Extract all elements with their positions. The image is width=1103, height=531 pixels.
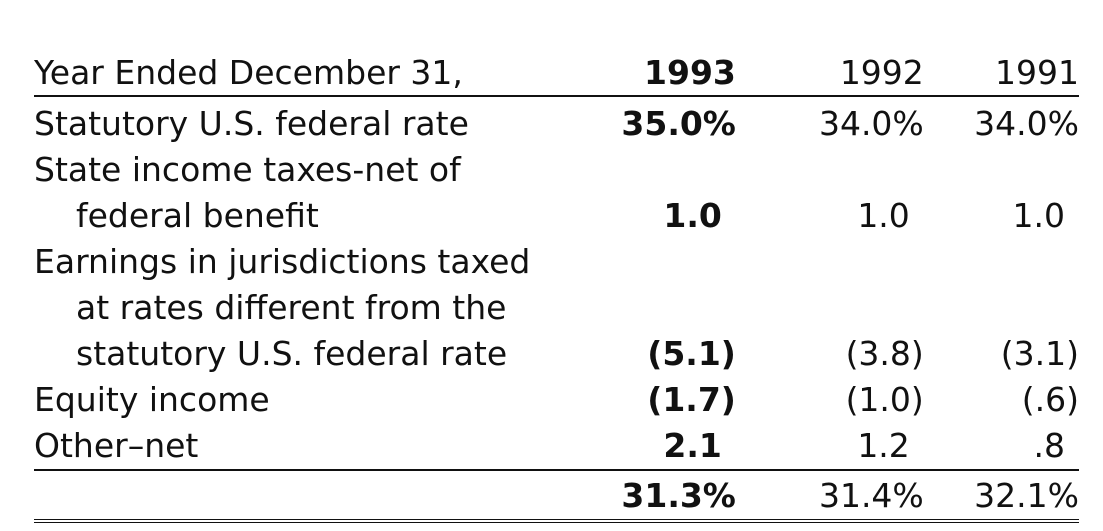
cell-1991: (3.1)	[1000, 334, 1079, 373]
row-label: Other–net	[34, 426, 199, 465]
header-year-1991: 1991	[923, 47, 1079, 97]
cell-1993: 2.1	[663, 426, 722, 465]
cell-1991	[924, 147, 1079, 193]
cell-1992: (3.8)	[845, 334, 924, 373]
table-row: federal benefit 1.0 1.0 1.0	[34, 193, 1079, 239]
table-row: Earnings in jurisdictions taxed	[34, 239, 1079, 285]
total-1992: 31.4%	[735, 469, 924, 523]
total-1993: 31.3%	[578, 469, 736, 523]
cell-1993	[578, 239, 736, 285]
row-label: federal benefit	[76, 196, 319, 235]
row-label: at rates different from the	[76, 288, 507, 327]
header-year-1992: 1992	[735, 47, 924, 97]
cell-1993: (1.7)	[647, 380, 736, 419]
cell-1991	[924, 239, 1079, 285]
total-row: 31.3% 31.4% 32.1%	[34, 469, 1079, 523]
cell-1993: (5.1)	[647, 334, 736, 373]
cell-1992	[736, 285, 924, 331]
table-row: Statutory U.S. federal rate 35.0% 34.0% …	[34, 96, 1079, 147]
row-label: State income taxes-net of	[34, 150, 461, 189]
table-row: Other–net 2.1 1.2 .8	[34, 423, 1079, 470]
table-row: at rates different from the	[34, 285, 1079, 331]
cell-1992: 34.0%	[818, 104, 924, 143]
cell-1991: 1.0	[1012, 196, 1065, 235]
effective-tax-rate-table: Year Ended December 31, 1993 1992 1991 S…	[34, 47, 1079, 523]
row-label: statutory U.S. federal rate	[76, 334, 508, 373]
cell-1992: 1.0	[857, 196, 910, 235]
header-year-1993: 1993	[578, 47, 736, 97]
cell-1993	[578, 147, 736, 193]
cell-1991: 34.0%	[974, 104, 1079, 143]
cell-1993	[578, 285, 736, 331]
cell-1992	[736, 239, 924, 285]
cell-1991	[924, 285, 1079, 331]
row-label: Equity income	[34, 380, 270, 419]
table-row: State income taxes-net of	[34, 147, 1079, 193]
cell-1992: (1.0)	[845, 380, 924, 419]
total-1991: 32.1%	[923, 469, 1079, 523]
cell-1993: 35.0%	[621, 104, 736, 143]
header-label: Year Ended December 31,	[34, 47, 579, 97]
header-row: Year Ended December 31, 1993 1992 1991	[34, 47, 1079, 97]
row-label: Earnings in jurisdictions taxed	[34, 242, 531, 281]
table-row: Equity income (1.7) (1.0) (.6)	[34, 377, 1079, 423]
cell-1991: .8	[1033, 426, 1066, 465]
cell-1992: 1.2	[857, 426, 910, 465]
table-row: statutory U.S. federal rate (5.1) (3.8) …	[34, 331, 1079, 377]
cell-1991: (.6)	[1021, 380, 1079, 419]
total-label	[34, 469, 579, 523]
row-label: Statutory U.S. federal rate	[34, 104, 469, 143]
cell-1992	[736, 147, 924, 193]
cell-1993: 1.0	[663, 196, 722, 235]
